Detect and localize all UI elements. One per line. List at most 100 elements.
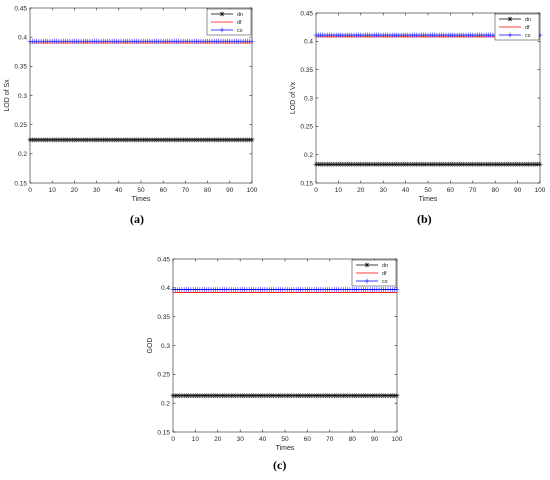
point-dn bbox=[394, 393, 400, 399]
y-tick-label: 0.25 bbox=[14, 122, 27, 129]
caption-c-text: (c) bbox=[273, 458, 287, 472]
y-tick-label: 0.2 bbox=[304, 152, 313, 159]
legend-label: df bbox=[237, 20, 242, 26]
legend-item-dn: dn bbox=[499, 16, 531, 23]
y-axis-label: GOD bbox=[147, 338, 154, 354]
legend-label: df bbox=[525, 25, 530, 31]
y-tick-label: 0.3 bbox=[18, 93, 27, 100]
legend: dn df cs bbox=[494, 13, 540, 41]
y-tick-label: 0.15 bbox=[300, 180, 313, 187]
legend-item-cs: cs bbox=[211, 27, 243, 34]
x-tick-label: 10 bbox=[192, 436, 200, 443]
legend: dn df cs bbox=[351, 259, 397, 287]
x-tick-label: 30 bbox=[93, 187, 101, 194]
legend-label: cs bbox=[237, 28, 243, 34]
y-tick-label: 0.25 bbox=[157, 372, 170, 379]
x-tick-label: 50 bbox=[137, 187, 145, 194]
y-tick-label: 0.4 bbox=[161, 285, 170, 292]
series-cs bbox=[170, 287, 400, 292]
y-tick-label: 0.15 bbox=[157, 429, 170, 436]
caption-a: (a) bbox=[130, 212, 144, 227]
legend-item-cs: cs bbox=[356, 278, 388, 285]
point-dn bbox=[537, 161, 543, 167]
y-tick-label: 0.3 bbox=[304, 95, 313, 102]
legend-item-cs: cs bbox=[499, 32, 531, 39]
y-tick-label: 0.4 bbox=[18, 34, 27, 41]
chart-2: 0 10 20 30 40 50 60 70 80 90 100 0.15 0.2 0.25 0.3 0.35… bbox=[290, 10, 546, 203]
y-tick-label: 0.45 bbox=[300, 10, 313, 17]
legend: dn df cs bbox=[206, 8, 252, 36]
y-tick-label: 0.35 bbox=[14, 64, 27, 71]
point-cs bbox=[249, 38, 255, 44]
y-tick-label: 0.4 bbox=[304, 39, 313, 46]
y-tick-label: 0.2 bbox=[18, 151, 27, 158]
point-dn bbox=[249, 137, 255, 143]
x-tick-label: 10 bbox=[335, 187, 343, 194]
x-tick-label: 40 bbox=[402, 187, 410, 194]
legend-label: dn bbox=[237, 12, 243, 18]
chart-1: 0 10 20 30 40 50 60 70 80 90 100 0.15 0.2 0.25 0.3 0.35… bbox=[4, 5, 258, 203]
y-tick-label: 0.35 bbox=[157, 314, 170, 321]
x-tick-label: 50 bbox=[424, 187, 432, 194]
x-axis-label: Times bbox=[132, 196, 151, 203]
legend-label: cs bbox=[525, 33, 531, 39]
x-tick-label: 70 bbox=[326, 436, 334, 443]
x-tick-label: 80 bbox=[204, 187, 212, 194]
legend-label: cs bbox=[382, 279, 388, 285]
caption-a-text: (a) bbox=[130, 212, 144, 226]
legend-item-df: df bbox=[499, 25, 530, 31]
x-axis-label: Times bbox=[419, 196, 438, 203]
legend-label: dn bbox=[525, 17, 531, 23]
y-tick-label: 0.45 bbox=[157, 256, 170, 263]
x-tick-label: 20 bbox=[214, 436, 222, 443]
x-tick-label: 30 bbox=[380, 187, 388, 194]
x-tick-label: 20 bbox=[357, 187, 365, 194]
point-cs bbox=[394, 287, 400, 292]
y-tick-label: 0.3 bbox=[161, 343, 170, 350]
x-tick-label: 50 bbox=[281, 436, 289, 443]
caption-c: (c) bbox=[273, 458, 286, 473]
legend-label: dn bbox=[382, 263, 388, 269]
x-tick-label: 90 bbox=[226, 187, 234, 194]
y-tick-label: 0.25 bbox=[300, 124, 313, 131]
x-tick-label: 90 bbox=[514, 187, 522, 194]
legend-item-df: df bbox=[211, 20, 242, 26]
series-cs bbox=[27, 38, 255, 44]
y-axis-label: LOD of Sx bbox=[4, 79, 11, 112]
x-tick-label: 70 bbox=[469, 187, 477, 194]
x-tick-label: 40 bbox=[259, 436, 267, 443]
plot-area bbox=[29, 7, 253, 184]
x-tick-label: 10 bbox=[49, 187, 57, 194]
x-tick-label: 100 bbox=[535, 187, 546, 194]
x-tick-label: 60 bbox=[447, 187, 455, 194]
y-tick-label: 0.35 bbox=[300, 67, 313, 74]
y-tick-label: 0.15 bbox=[14, 180, 27, 187]
x-tick-label: 0 bbox=[171, 436, 175, 443]
x-tick-label: 40 bbox=[115, 187, 123, 194]
chart-3: 0 10 20 30 40 50 60 70 80 90 100 0.15 0.2 0.25 0.3 0.35… bbox=[147, 256, 403, 452]
x-axis-label: Times bbox=[276, 445, 295, 452]
legend-item-dn: dn bbox=[211, 11, 243, 18]
x-tick-label: 0 bbox=[314, 187, 318, 194]
series-dn bbox=[170, 393, 400, 399]
y-tick-label: 0.45 bbox=[14, 5, 27, 12]
x-tick-label: 80 bbox=[349, 436, 357, 443]
plot-area bbox=[315, 12, 541, 184]
x-tick-label: 80 bbox=[492, 187, 500, 194]
y-tick-label: 0.2 bbox=[161, 400, 170, 407]
legend-label: df bbox=[382, 271, 387, 277]
legend-item-df: df bbox=[356, 271, 387, 277]
x-tick-label: 100 bbox=[247, 187, 258, 194]
x-tick-label: 60 bbox=[304, 436, 312, 443]
x-tick-label: 20 bbox=[71, 187, 79, 194]
x-tick-label: 70 bbox=[182, 187, 190, 194]
x-tick-label: 0 bbox=[28, 187, 32, 194]
x-tick-label: 30 bbox=[237, 436, 245, 443]
x-tick-label: 60 bbox=[160, 187, 168, 194]
caption-b: (b) bbox=[417, 212, 432, 227]
x-tick-label: 100 bbox=[392, 436, 403, 443]
y-axis-label: LOD of Vx bbox=[290, 81, 297, 114]
x-tick-label: 90 bbox=[371, 436, 379, 443]
legend-item-dn: dn bbox=[356, 262, 388, 269]
